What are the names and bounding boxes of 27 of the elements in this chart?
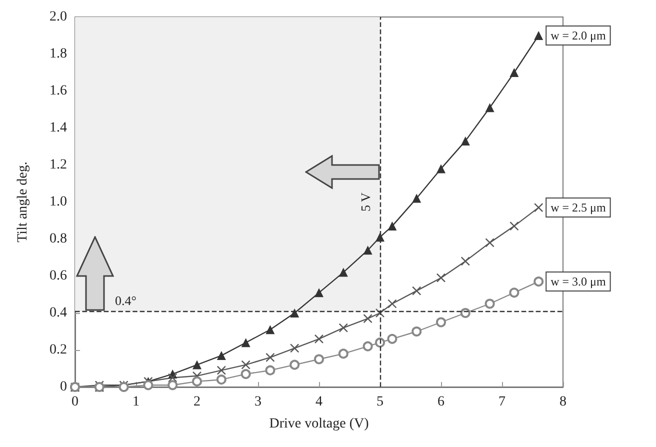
x-axis-title: Drive voltage (V)	[269, 416, 370, 432]
ref-line-label: 5 V	[358, 192, 373, 212]
y-tick-label: 0.4	[50, 306, 67, 320]
y-tick-label: 1.6	[50, 84, 67, 98]
ref-line-label: 0.4°	[115, 293, 136, 308]
x-tick-label: 0	[72, 394, 78, 410]
y-tick-label: 0.8	[50, 232, 67, 246]
y-tick-label: 0.2	[50, 342, 67, 358]
series-label: w = 2.0 μm	[550, 28, 606, 42]
y-tick-label: 2.0	[50, 10, 67, 24]
series-label: w = 2.5 μm	[550, 200, 606, 215]
x-tick-label: 5	[376, 394, 384, 410]
y-tick-label: 0	[60, 380, 67, 394]
y-tick-label: 1.4	[50, 120, 67, 136]
y-tick-label: 0.6	[50, 268, 67, 284]
x-tick-label: 1	[132, 394, 140, 410]
x-tick-label: 7	[498, 394, 506, 410]
x-tick-label: 4	[316, 394, 322, 410]
x-tick-label: 6	[438, 394, 444, 410]
series-label: w = 3.0 μm	[550, 274, 606, 289]
y-tick-label: 1.8	[50, 46, 67, 62]
x-tick-label: 2	[194, 394, 200, 410]
x-tick-label: 3	[254, 394, 262, 410]
y-tick-label: 1.0	[50, 194, 67, 210]
y-tick-label: 1.2	[50, 158, 67, 172]
x-tick-label: 8	[560, 394, 566, 410]
y-axis-title: Tilt angle deg.	[16, 162, 30, 242]
